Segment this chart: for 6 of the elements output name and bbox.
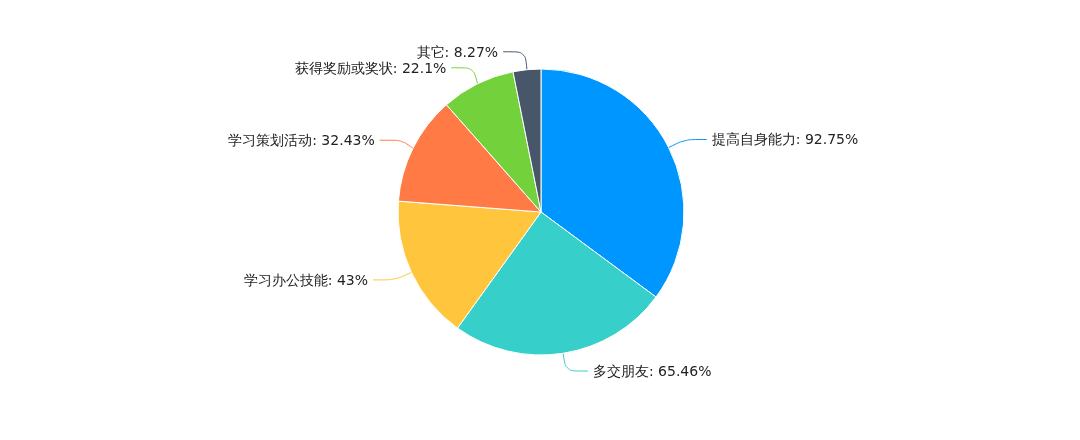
slice-label: 多交朋友: 65.46% xyxy=(592,363,712,380)
slice-label: 学习策划活动: 32.43% xyxy=(228,132,375,149)
slice-label: 学习办公技能: 43% xyxy=(243,271,369,288)
slice-label: 获得奖励或奖状: 22.1% xyxy=(294,59,447,76)
slice-label: 其它: 8.27% xyxy=(416,43,499,60)
slice-label: 提高自身能力: 92.75% xyxy=(711,131,859,148)
